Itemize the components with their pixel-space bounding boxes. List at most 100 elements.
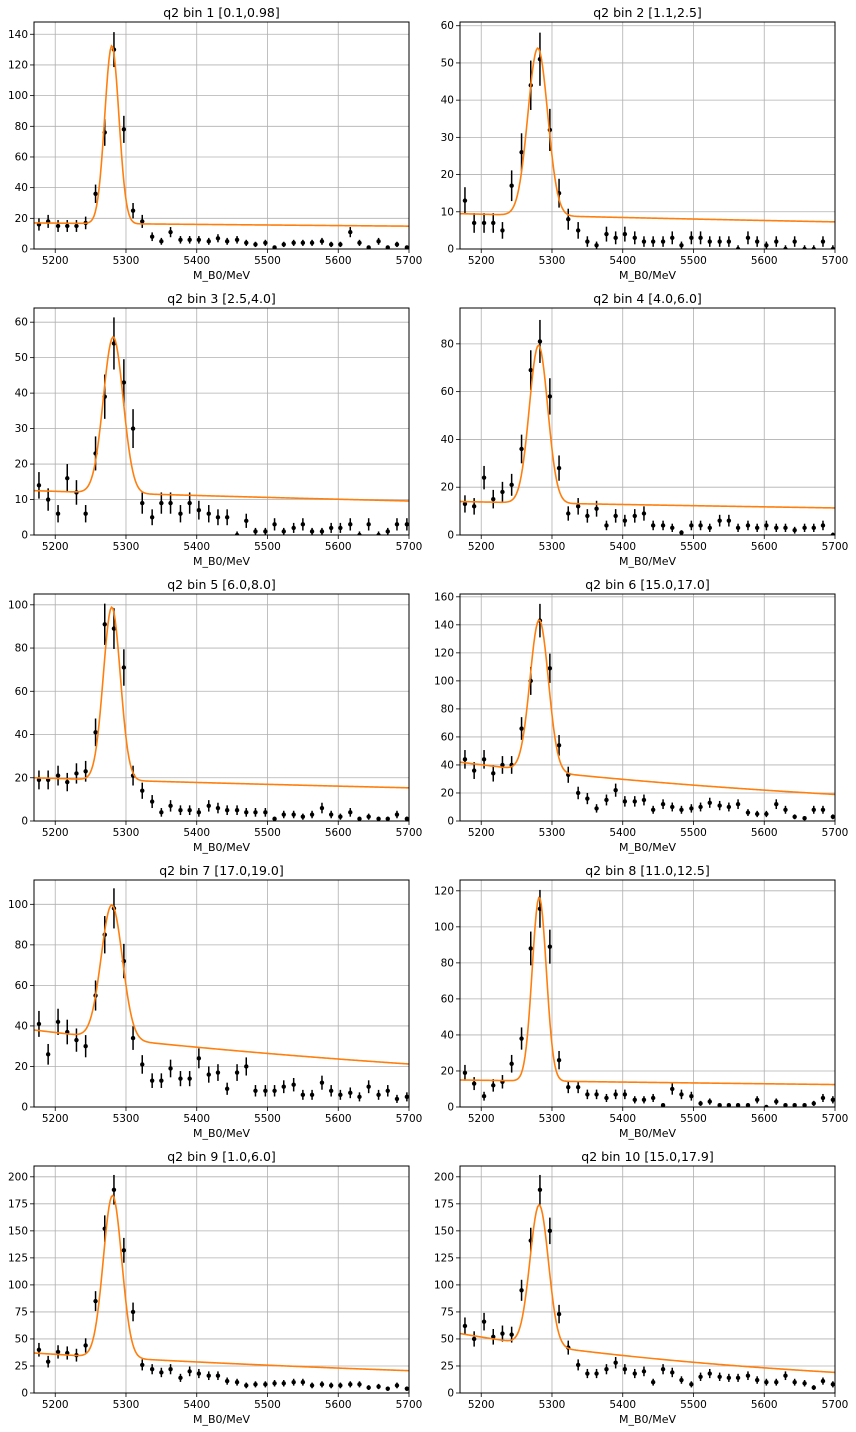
data-point	[45, 1359, 51, 1364]
x-tick-label: 5600	[325, 541, 352, 553]
y-tick-label: 0	[21, 244, 28, 256]
y-tick-label: 150	[434, 1225, 454, 1237]
subplot-9: 5200 5300 5400 5500 5600 5700 0 25 50 75 100 125 150…	[8, 1149, 422, 1426]
data-point	[735, 1102, 741, 1107]
data-point	[385, 1088, 390, 1093]
data-point	[36, 1021, 42, 1027]
x-tick-label: 5400	[609, 1399, 636, 1411]
plot-content	[460, 889, 835, 1107]
data-point	[632, 1097, 637, 1102]
data-point	[244, 240, 249, 246]
data-point	[670, 1086, 675, 1092]
data-point	[74, 223, 79, 229]
data-point	[196, 1056, 202, 1061]
y-tick-label: 20	[15, 459, 28, 471]
data-point	[698, 235, 703, 241]
data-point	[291, 812, 296, 817]
axes-frame	[33, 1165, 410, 1394]
data-point	[215, 1373, 221, 1378]
subplot-6: 5200 5300 5400 5500 5600 5700 0 20 40 60 80 100 120 1…	[434, 577, 848, 854]
data-point	[366, 522, 371, 527]
data-point	[735, 246, 741, 249]
data-point	[660, 1367, 666, 1372]
y-tick-label: 120	[434, 885, 454, 897]
data-point	[404, 522, 409, 527]
data-point	[509, 1332, 514, 1337]
data-point	[159, 500, 164, 506]
data-point	[394, 1096, 400, 1102]
axes-frame	[459, 1165, 836, 1394]
data-point	[319, 1382, 325, 1387]
data-point	[471, 1081, 477, 1086]
plot-content	[460, 1174, 835, 1391]
data-point	[74, 1037, 79, 1043]
data-point	[55, 773, 61, 778]
axes-frame	[459, 21, 836, 250]
y-tick-label: 30	[15, 423, 28, 435]
data-point	[698, 1374, 703, 1379]
data-point	[613, 513, 618, 519]
data-point	[83, 511, 88, 516]
data-point	[140, 500, 145, 506]
data-point	[802, 1102, 807, 1107]
data-point	[556, 1057, 562, 1063]
data-point	[585, 513, 590, 519]
x-tick-label: 5700	[822, 541, 849, 553]
data-point	[632, 1371, 637, 1376]
data-point	[811, 525, 816, 531]
data-point	[471, 220, 477, 226]
subplot-title: q2 bin 7 [17.0,19.0]	[159, 863, 283, 878]
data-point	[594, 506, 599, 511]
data-point	[754, 239, 760, 244]
x-tick-label: 5400	[183, 1399, 210, 1411]
data-point	[491, 496, 496, 502]
data-point	[385, 1386, 390, 1391]
y-tick-label: 20	[441, 1065, 454, 1077]
subplot-title: q2 bin 1 [0.1,0.98]	[163, 5, 280, 20]
data-point	[500, 1331, 505, 1336]
data-point	[36, 777, 42, 783]
data-point	[253, 810, 258, 815]
data-point	[792, 1379, 797, 1385]
data-point	[130, 1309, 136, 1315]
data-point	[376, 239, 381, 244]
data-point	[328, 1088, 334, 1093]
plot-area	[460, 308, 835, 535]
data-point	[272, 1381, 277, 1386]
data-point	[764, 811, 769, 817]
data-point	[622, 1092, 628, 1097]
data-point	[735, 1375, 741, 1381]
data-point	[121, 665, 127, 670]
x-tick-label: 5300	[539, 1113, 566, 1125]
data-point	[802, 815, 807, 821]
data-point	[121, 1248, 127, 1253]
y-tick-label: 200	[434, 1171, 454, 1183]
data-point	[830, 532, 835, 535]
data-point	[168, 803, 173, 809]
subplot-title: q2 bin 5 [6.0,8.0]	[167, 577, 276, 592]
data-point	[178, 1076, 183, 1081]
data-point	[754, 811, 760, 817]
data-point	[309, 240, 315, 246]
data-point	[206, 803, 211, 809]
data-point	[65, 476, 70, 481]
y-tick-label: 140	[434, 619, 454, 631]
plot-area	[460, 594, 835, 821]
data-point	[689, 806, 694, 811]
x-tick-label: 5500	[680, 827, 707, 839]
x-tick-label: 5300	[113, 827, 140, 839]
x-tick-label: 5200	[468, 255, 495, 267]
data-point	[244, 810, 249, 815]
data-point	[802, 525, 807, 531]
data-point	[556, 743, 562, 748]
data-point	[83, 1343, 88, 1348]
data-point	[670, 804, 675, 810]
data-point	[717, 239, 722, 244]
fit-curve	[460, 896, 835, 1086]
data-point	[45, 497, 51, 502]
y-tick-label: 60	[441, 386, 454, 398]
axes-frame	[33, 307, 410, 536]
y-tick-label: 100	[8, 1279, 28, 1291]
data-point	[196, 1371, 202, 1376]
data-point	[348, 522, 353, 527]
